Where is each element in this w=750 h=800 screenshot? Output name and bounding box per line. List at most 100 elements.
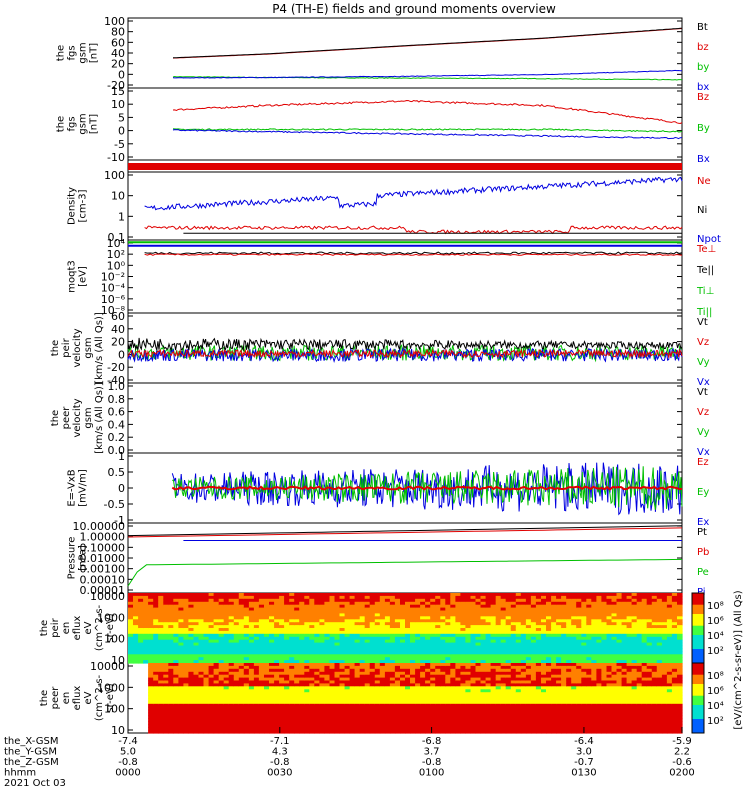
- peir-spectrogram-cell: [364, 648, 371, 652]
- ex-line: [171, 462, 683, 516]
- peir-spectrogram-cell: [193, 654, 200, 658]
- peer-spectrogram-cell: [410, 706, 416, 711]
- peer-spectrogram-cell: [485, 703, 492, 708]
- peir-spectrogram-cell: [248, 601, 255, 606]
- peir-spectrogram-cell: [505, 645, 512, 649]
- peer-spectrogram-cell: [505, 698, 512, 702]
- peir-spectrogram-cell: [369, 633, 376, 638]
- peir-spectrogram-cell: [213, 601, 220, 606]
- peer-spectrogram-cell: [198, 663, 205, 667]
- peer-spectrogram-cell: [530, 695, 537, 699]
- peir-spectrogram-cell: [425, 639, 431, 644]
- peir-spectrogram-cell: [359, 645, 366, 649]
- peir-spectrogram-cell: [636, 642, 643, 647]
- peer-spectrogram-cell: [410, 730, 416, 734]
- peer-spectrogram-cell: [243, 663, 250, 667]
- peer-spectrogram-cell: [223, 680, 230, 684]
- peer-spectrogram-cell: [551, 718, 557, 722]
- peir-spectrogram-cell: [334, 601, 341, 606]
- peir-spectrogram-cell: [304, 628, 310, 632]
- peir-spectrogram-cell: [541, 630, 547, 635]
- peir-spectrogram-cell: [576, 616, 582, 620]
- peir-spectrogram-cell: [264, 616, 270, 620]
- peer-spectrogram-cell: [304, 689, 310, 693]
- peer-spectrogram-cell: [389, 715, 396, 719]
- peer-spectrogram-cell: [440, 680, 446, 684]
- peir-spectrogram-cell: [400, 604, 406, 609]
- peer-spectrogram-cell: [364, 721, 371, 725]
- peir-spectrogram-cell: [248, 645, 255, 649]
- peer-spectrogram-cell: [284, 715, 290, 719]
- peir-spectrogram-cell: [153, 616, 159, 620]
- peer-spectrogram-cell: [566, 663, 572, 667]
- peer-spectrogram-cell: [233, 706, 240, 711]
- peir-spectrogram-cell: [510, 607, 517, 612]
- peir-spectrogram-cell: [465, 654, 471, 658]
- peir-spectrogram-cell: [485, 607, 492, 612]
- peir-spectrogram-cell: [198, 645, 205, 649]
- peir-spectrogram-cell: [299, 593, 305, 597]
- peir-spectrogram-cell: [651, 616, 658, 620]
- peir-spectrogram-cell: [636, 622, 643, 626]
- peir-spectrogram-cell: [470, 607, 477, 612]
- peir-spectrogram-cell: [495, 616, 502, 620]
- peir-spectrogram-cell: [389, 636, 396, 641]
- peir-spectrogram-cell: [243, 598, 250, 603]
- peer-spectrogram-cell: [359, 724, 366, 728]
- peir-spectrogram-cell: [258, 642, 265, 647]
- peer-spectrogram-cell: [324, 677, 330, 682]
- peer-spectrogram-cell: [551, 706, 557, 711]
- peir-spectrogram-cell: [515, 593, 522, 597]
- peir-spectrogram-cell: [344, 625, 351, 629]
- peer-spectrogram-cell: [213, 665, 220, 670]
- peer-spectrogram-cell: [420, 668, 426, 673]
- peir-spectrogram-cell: [324, 660, 330, 664]
- peer-spectrogram-cell: [490, 663, 497, 667]
- peer-spectrogram-cell: [264, 700, 270, 705]
- peer-spectrogram-cell: [495, 706, 502, 711]
- peer-spectrogram-cell: [309, 692, 315, 696]
- peer-spectrogram-cell: [163, 698, 169, 702]
- peir-spectrogram-cell: [530, 645, 537, 649]
- peir-spectrogram-cell: [299, 633, 305, 638]
- y-tick-label: 1.00000: [80, 531, 126, 544]
- peir-spectrogram-cell: [364, 651, 371, 655]
- peir-spectrogram-cell: [616, 607, 623, 612]
- peir-spectrogram-cell: [294, 610, 300, 614]
- peir-spectrogram-cell: [530, 622, 537, 626]
- peir-spectrogram-cell: [173, 601, 179, 606]
- peir-spectrogram-cell: [324, 598, 330, 603]
- peir-spectrogram-cell: [203, 657, 210, 661]
- peer-spectrogram-cell: [525, 730, 532, 734]
- peer-spectrogram-cell: [535, 706, 542, 711]
- peer-spectrogram-cell: [505, 695, 512, 699]
- peer-spectrogram-cell: [425, 700, 431, 705]
- peer-spectrogram-cell: [520, 668, 527, 673]
- peer-spectrogram-cell: [253, 683, 260, 687]
- peir-spectrogram-cell: [138, 648, 144, 652]
- peir-spectrogram-cell: [354, 619, 361, 623]
- legend-entry: Bt: [697, 22, 708, 33]
- peir-spectrogram-cell: [677, 636, 683, 641]
- peer-spectrogram-cell: [198, 680, 205, 684]
- peer-spectrogram-cell: [410, 689, 416, 693]
- peir-spectrogram-cell: [168, 636, 174, 641]
- peir-spectrogram-cell: [631, 648, 638, 652]
- peir-spectrogram-cell: [601, 625, 607, 629]
- peer-spectrogram-cell: [284, 689, 290, 693]
- peer-spectrogram-cell: [571, 721, 577, 725]
- peer-spectrogram-cell: [153, 677, 159, 682]
- peir-spectrogram-cell: [646, 610, 653, 614]
- peir-spectrogram-cell: [319, 622, 325, 626]
- peer-spectrogram-cell: [455, 686, 461, 690]
- peer-spectrogram-cell: [405, 677, 411, 682]
- peer-spectrogram-cell: [490, 671, 497, 676]
- peer-spectrogram-cell: [294, 668, 300, 673]
- peer-spectrogram-cell: [541, 727, 547, 731]
- peer-spectrogram-cell: [228, 706, 235, 711]
- peir-spectrogram-cell: [369, 625, 376, 629]
- peer-spectrogram-cell: [525, 668, 532, 673]
- peer-spectrogram-cell: [475, 668, 482, 673]
- peir-spectrogram-cell: [188, 610, 194, 614]
- peer-spectrogram-cell: [394, 671, 401, 676]
